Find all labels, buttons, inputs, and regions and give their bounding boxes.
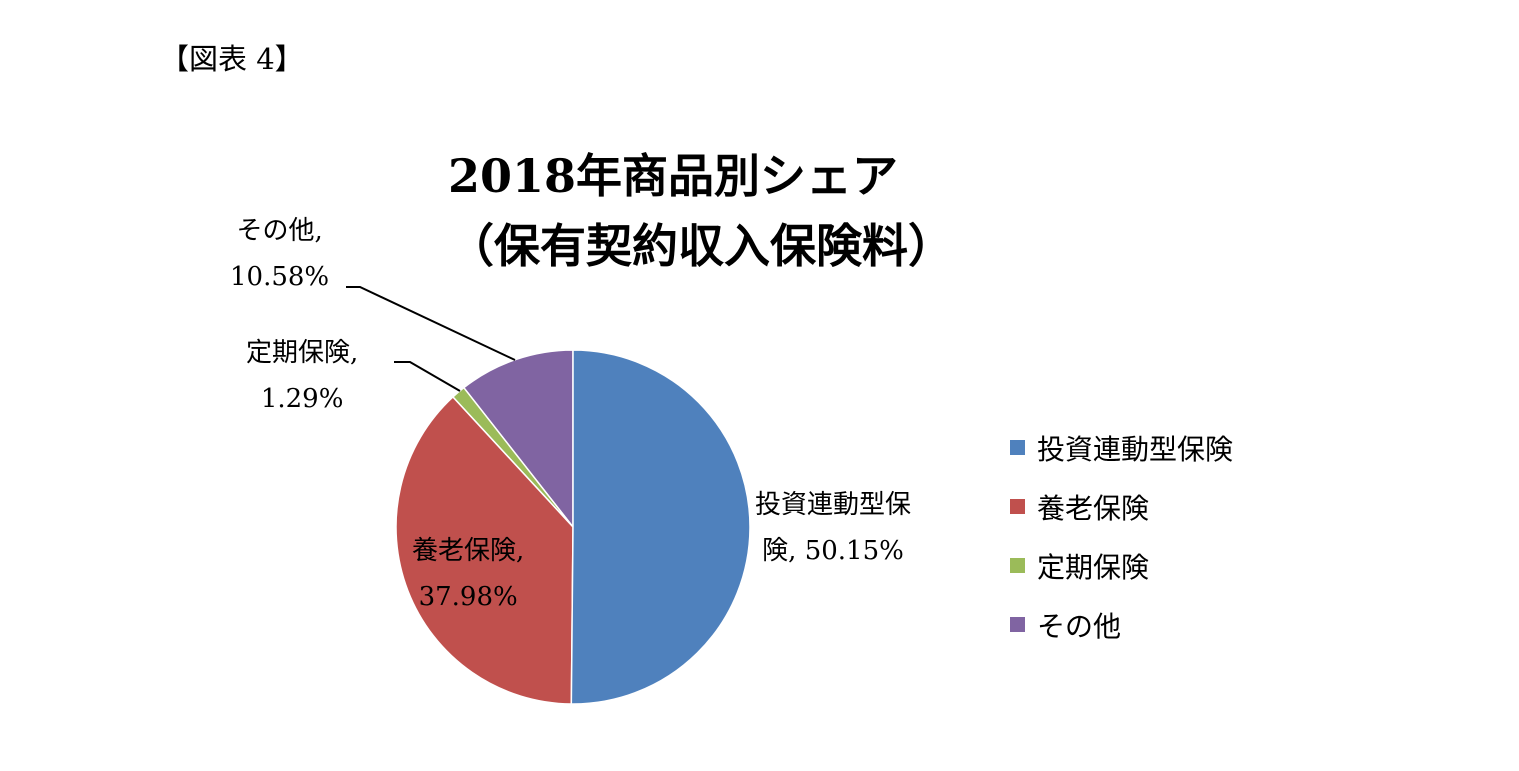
chart-title: 2018年商品別シェア	[448, 149, 899, 203]
leader-line-term	[394, 361, 461, 392]
data-label-line: 養老保険,	[412, 536, 525, 566]
legend-swatch	[1010, 499, 1025, 514]
legend-item: 養老保険	[1010, 477, 1233, 536]
legend-label: 投資連動型保険	[1037, 432, 1234, 466]
data-label-line: 10.58%	[230, 262, 330, 292]
legend-swatch	[1010, 617, 1025, 632]
legend-swatch	[1010, 558, 1025, 573]
data-label-line: 1.29%	[260, 384, 344, 414]
legend-item: 投資連動型保険	[1010, 418, 1233, 477]
legend-item: 定期保険	[1010, 536, 1233, 595]
legend-label: 定期保険	[1037, 550, 1150, 584]
data-label-line: 険, 50.15%	[762, 536, 904, 566]
slice-investment	[570, 349, 751, 705]
data-label-term: 定期保険, 1.29%	[246, 330, 358, 422]
legend-label: その他	[1037, 609, 1122, 643]
slice-endowment	[395, 395, 574, 705]
leader-line-other	[346, 286, 516, 361]
chart-subtitle: （保有契約収入保険料）	[448, 219, 954, 273]
slice-other	[462, 349, 574, 530]
data-label-investment: 投資連動型保 険, 50.15%	[755, 482, 911, 574]
figure-label: 【図表 4】	[160, 42, 304, 76]
data-label-line: 投資連動型保	[755, 490, 912, 520]
legend-swatch	[1010, 440, 1025, 455]
legend-item: その他	[1010, 595, 1233, 654]
legend-label: 養老保険	[1037, 491, 1150, 525]
data-label-endowment: 養老保険, 37.98%	[412, 528, 524, 620]
data-label-line: 37.98%	[418, 582, 518, 612]
legend: 投資連動型保険 養老保険 定期保険 その他	[1010, 418, 1233, 654]
data-label-other: その他, 10.58%	[230, 208, 329, 300]
data-label-line: 定期保険,	[246, 338, 359, 368]
data-label-line: その他,	[236, 216, 323, 246]
